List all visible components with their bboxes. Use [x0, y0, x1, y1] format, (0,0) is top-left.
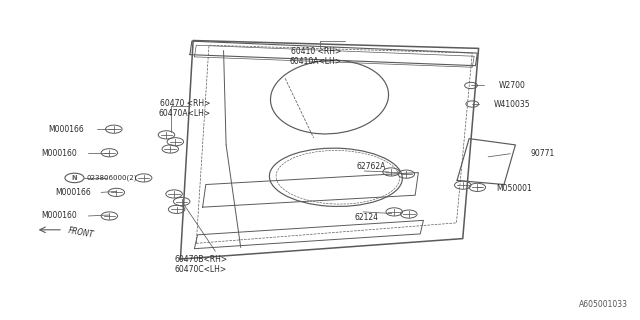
Text: 62762A: 62762A — [356, 163, 386, 172]
Text: M000160: M000160 — [41, 212, 77, 220]
Text: N: N — [72, 175, 77, 181]
Text: M050001: M050001 — [497, 184, 532, 193]
Text: W410035: W410035 — [494, 100, 531, 108]
Text: 60410 <RH>: 60410 <RH> — [291, 47, 342, 56]
Text: 60470B<RH>: 60470B<RH> — [174, 254, 227, 264]
Text: A605001033: A605001033 — [579, 300, 628, 309]
Text: M000166: M000166 — [49, 125, 84, 134]
Text: 60470C<LH>: 60470C<LH> — [174, 265, 226, 274]
Text: FRONT: FRONT — [67, 226, 95, 240]
Text: 60410A<LH>: 60410A<LH> — [289, 57, 342, 66]
Text: M000160: M000160 — [41, 148, 77, 157]
Text: 023806000(2): 023806000(2) — [86, 175, 137, 181]
Text: 90771: 90771 — [531, 149, 555, 158]
Text: W2700: W2700 — [499, 81, 526, 90]
Text: M000166: M000166 — [55, 188, 90, 197]
Text: 62124: 62124 — [355, 213, 379, 222]
Text: 60470A<LH>: 60470A<LH> — [158, 109, 211, 118]
Text: 60470 <RH>: 60470 <RH> — [160, 99, 211, 108]
